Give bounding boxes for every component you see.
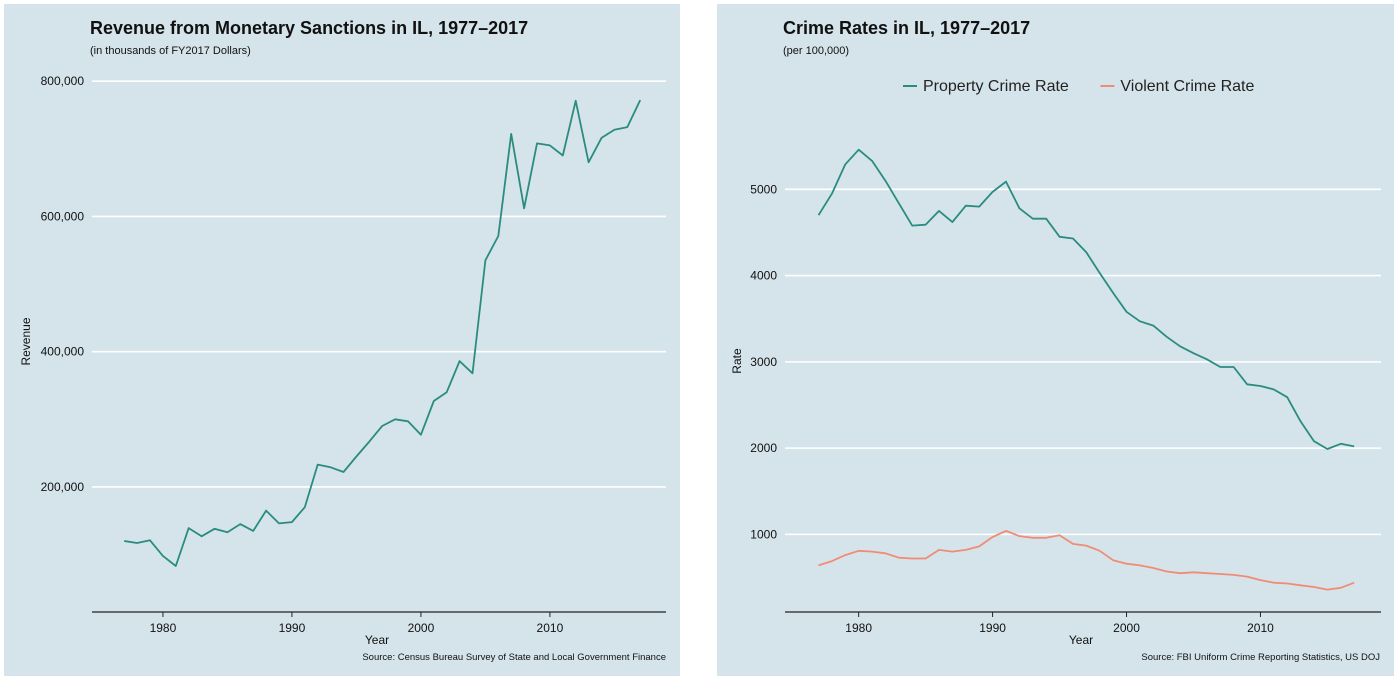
y-tick-label: 800,000 — [41, 74, 85, 88]
x-axis-title: Year — [1069, 633, 1093, 647]
legend-label: Property Crime Rate — [923, 78, 1069, 95]
x-tick-label: 1980 — [150, 621, 177, 635]
crime-plot: 1000 2000 3000 4000 5000 1980 1990 2000 2010 Year… — [730, 78, 1381, 647]
chart-title: Revenue from Monetary Sanctions in IL, 1… — [90, 18, 529, 38]
y-tick-label: 600,000 — [41, 209, 85, 223]
property-crime-rate-line — [817, 148, 1355, 450]
x-tick-label: 1980 — [845, 621, 872, 635]
x-tick-label: 1990 — [979, 621, 1006, 635]
x-tick-label: 1990 — [279, 621, 306, 635]
y-tick-label: 5000 — [750, 182, 777, 196]
y-tick-label: 4000 — [750, 269, 777, 283]
revenue-chart-panel: Revenue from Monetary Sanctions in IL, 1… — [4, 4, 680, 676]
y-tick-label: 1000 — [750, 527, 777, 541]
x-tick-label: 2000 — [408, 621, 435, 635]
y-tick-label: 2000 — [750, 441, 777, 455]
series-line — [124, 99, 642, 567]
y-tick-label: 400,000 — [41, 345, 85, 359]
y-tick-label: 200,000 — [41, 480, 85, 494]
y-axis-title: Revenue — [19, 317, 33, 365]
x-tick-label: 2010 — [1247, 621, 1274, 635]
chart-subtitle: (in thousands of FY2017 Dollars) — [90, 45, 251, 57]
revenue-plot: 200,000 400,000 600,000 800,000 1980 1990 2000… — [19, 74, 666, 647]
violent-crime-rate-line — [818, 530, 1355, 591]
chart-source: Source: Census Bureau Survey of State an… — [362, 652, 666, 663]
x-axis-title: Year — [365, 633, 389, 647]
y-axis-title: Rate — [730, 348, 744, 374]
chart-title: Crime Rates in IL, 1977–2017 — [783, 18, 1031, 38]
crime-chart-panel: Crime Rates in IL, 1977–2017 (per 100,00… — [717, 4, 1394, 676]
legend-label: Violent Crime Rate — [1120, 78, 1254, 95]
chart-subtitle: (per 100,000) — [783, 45, 850, 57]
x-tick-label: 2010 — [537, 621, 564, 635]
y-tick-label: 3000 — [750, 355, 777, 369]
chart-source: Source: FBI Uniform Crime Reporting Stat… — [1141, 652, 1380, 663]
x-tick-label: 2000 — [1113, 621, 1140, 635]
